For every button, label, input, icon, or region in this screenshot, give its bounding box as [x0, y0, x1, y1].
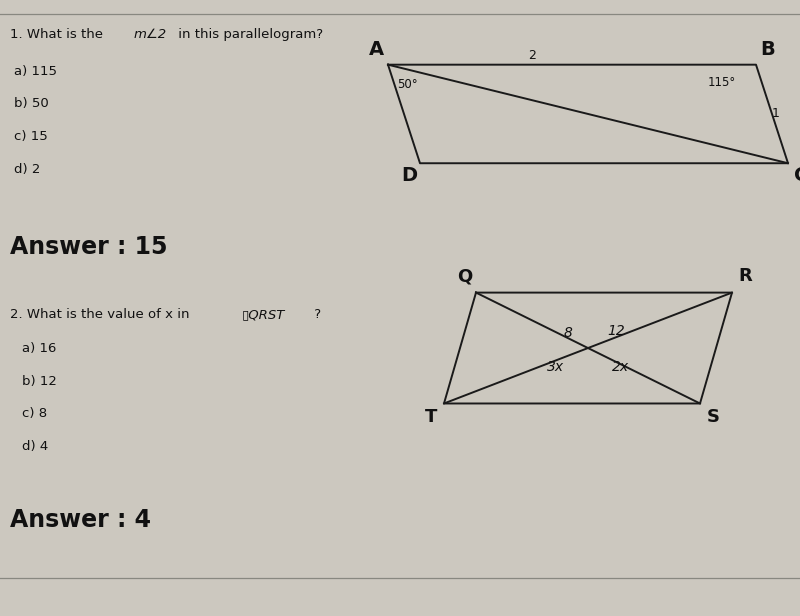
Text: 1: 1: [772, 107, 780, 121]
Text: A: A: [369, 39, 384, 59]
Text: 115°: 115°: [708, 76, 736, 89]
Text: T: T: [426, 408, 438, 426]
Text: b) 12: b) 12: [22, 375, 57, 387]
Text: c) 8: c) 8: [22, 407, 46, 420]
Text: 12: 12: [607, 324, 625, 338]
Text: d) 4: d) 4: [22, 440, 48, 453]
Text: B: B: [760, 39, 774, 59]
Text: c) 15: c) 15: [14, 130, 47, 143]
Text: C: C: [794, 166, 800, 185]
Text: a) 115: a) 115: [14, 65, 57, 78]
Text: ?: ?: [310, 308, 321, 321]
Text: 3x: 3x: [547, 360, 565, 373]
Text: Q: Q: [457, 267, 472, 285]
Text: 2: 2: [528, 49, 536, 62]
Text: 50°: 50°: [398, 78, 418, 91]
Text: d) 2: d) 2: [14, 163, 40, 176]
Text: Answer : 4: Answer : 4: [10, 508, 150, 532]
Text: 2. What is the value of x in: 2. What is the value of x in: [10, 308, 194, 321]
Text: Answer : 15: Answer : 15: [10, 235, 167, 259]
Text: a) 16: a) 16: [22, 342, 56, 355]
Text: m∠2: m∠2: [134, 28, 166, 41]
Text: S: S: [706, 408, 719, 426]
Text: D: D: [402, 166, 418, 185]
Text: R: R: [738, 267, 752, 285]
Text: ▯QRST: ▯QRST: [242, 308, 285, 321]
Text: b) 50: b) 50: [14, 97, 48, 110]
Text: in this parallelogram?: in this parallelogram?: [174, 28, 322, 41]
Text: 2x: 2x: [611, 360, 629, 373]
Text: 1. What is the: 1. What is the: [10, 28, 107, 41]
Text: 8: 8: [563, 326, 573, 339]
